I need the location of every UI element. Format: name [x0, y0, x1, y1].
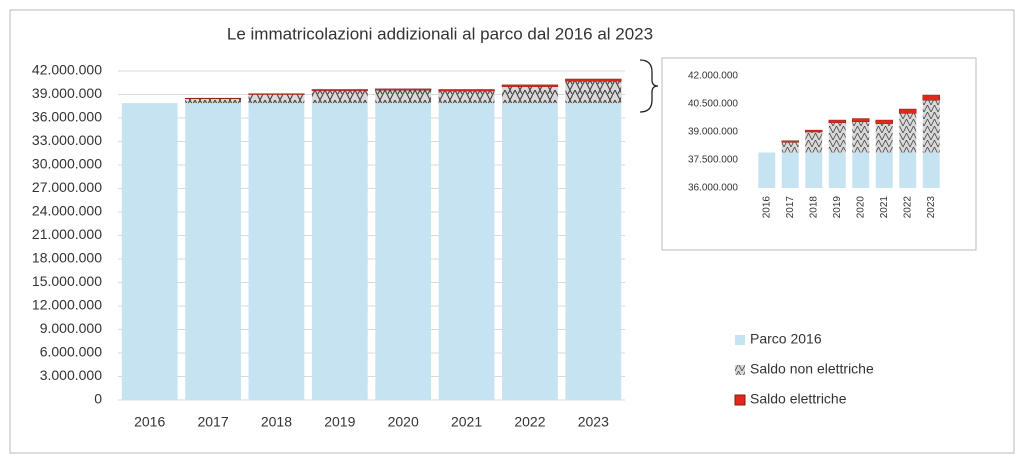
bar-segment	[781, 140, 799, 143]
x-tick-label: 2017	[197, 414, 228, 430]
bar-segment	[248, 103, 305, 400]
bar-segment	[828, 122, 846, 153]
x-tick-label: 2016	[134, 414, 165, 430]
legend-label: Saldo elettriche	[750, 391, 847, 407]
x-tick-label: 2017	[785, 196, 796, 219]
x-tick-label: 2019	[324, 414, 355, 430]
legend-label: Parco 2016	[750, 331, 822, 347]
bar-segment	[438, 89, 495, 92]
bar-segment	[311, 89, 368, 91]
bar-segment	[805, 129, 823, 133]
bar-segment	[922, 152, 940, 188]
y-tick-label: 39.000.000	[32, 85, 102, 101]
bar-segment	[565, 103, 622, 400]
x-tick-label: 2018	[808, 196, 819, 219]
y-tick-label: 42.000.000	[32, 62, 102, 78]
bar-segment	[828, 152, 846, 188]
zoom-brace	[639, 59, 659, 113]
x-tick-label: 2023	[926, 196, 937, 219]
y-tick-label: 6.000.000	[40, 344, 102, 360]
bar-segment	[502, 86, 558, 104]
bar-segment	[375, 88, 432, 91]
bar-segment	[185, 98, 241, 104]
bar-segment	[805, 132, 823, 153]
bar-segment	[805, 152, 823, 188]
y-tick-label: 36.000.000	[32, 109, 102, 125]
y-tick-label: 9.000.000	[40, 320, 102, 336]
legend-swatch	[734, 394, 746, 406]
x-tick-label: 2022	[514, 414, 545, 430]
bar-segment	[758, 152, 776, 188]
bar-segment	[852, 118, 870, 122]
bar-segment	[899, 113, 917, 153]
bar-segment	[781, 152, 799, 188]
bar-segment	[852, 121, 870, 153]
y-tick-label: 15.000.000	[32, 273, 102, 289]
bar-segment	[922, 94, 940, 101]
bar-segment	[311, 103, 368, 400]
bar-segment	[375, 90, 432, 104]
bar-segment	[502, 103, 558, 400]
x-tick-label: 2023	[578, 414, 609, 430]
bar-segment	[852, 152, 870, 188]
x-tick-label: 2019	[832, 196, 843, 219]
y-tick-label: 3.000.000	[40, 367, 102, 383]
y-tick-label: 33.000.000	[32, 132, 102, 148]
y-tick-label: 30.000.000	[32, 156, 102, 172]
y-tick-label: 21.000.000	[32, 226, 102, 242]
x-tick-label: 2021	[879, 196, 890, 219]
y-tick-label: 36.000.000	[688, 183, 738, 194]
x-tick-label: 2018	[261, 414, 292, 430]
legend-swatch	[735, 365, 745, 375]
bar-segment	[184, 97, 242, 100]
bar-segment	[899, 108, 917, 114]
bar-segment	[438, 103, 495, 400]
bar-segment	[248, 93, 305, 95]
x-tick-label: 2022	[902, 196, 913, 219]
bar-segment	[438, 90, 495, 104]
bar-segment	[375, 103, 432, 400]
y-tick-label: 0	[94, 391, 102, 407]
x-tick-label: 2016	[761, 196, 772, 219]
x-tick-label: 2021	[451, 414, 482, 430]
legend-swatch	[735, 335, 745, 345]
y-tick-label: 24.000.000	[32, 203, 102, 219]
x-tick-label: 2020	[388, 414, 419, 430]
chart-title: Le immatricolazioni addizionali al parco…	[227, 24, 653, 43]
bar-segment	[565, 81, 622, 104]
x-tick-label: 2020	[855, 196, 866, 219]
y-tick-label: 12.000.000	[32, 297, 102, 313]
y-tick-label: 18.000.000	[32, 250, 102, 266]
bar-segment	[875, 123, 893, 153]
bar-segment	[565, 78, 622, 82]
y-tick-label: 37.500.000	[688, 155, 738, 166]
y-tick-label: 42.000.000	[688, 71, 738, 82]
bar-segment	[248, 94, 305, 104]
legend-label: Saldo non elettriche	[750, 361, 874, 377]
bar-segment	[185, 103, 241, 400]
bar-segment	[781, 142, 799, 153]
bar-segment	[501, 84, 559, 87]
bar-segment	[121, 103, 178, 400]
bar-segment	[875, 152, 893, 188]
bar-segment	[899, 152, 917, 188]
bar-segment	[311, 90, 368, 104]
bar-segment	[875, 119, 893, 124]
y-tick-label: 27.000.000	[32, 179, 102, 195]
bar-segment	[828, 119, 846, 123]
y-tick-label: 39.000.000	[688, 127, 738, 138]
y-tick-label: 40.500.000	[688, 99, 738, 110]
bar-segment	[922, 100, 940, 153]
